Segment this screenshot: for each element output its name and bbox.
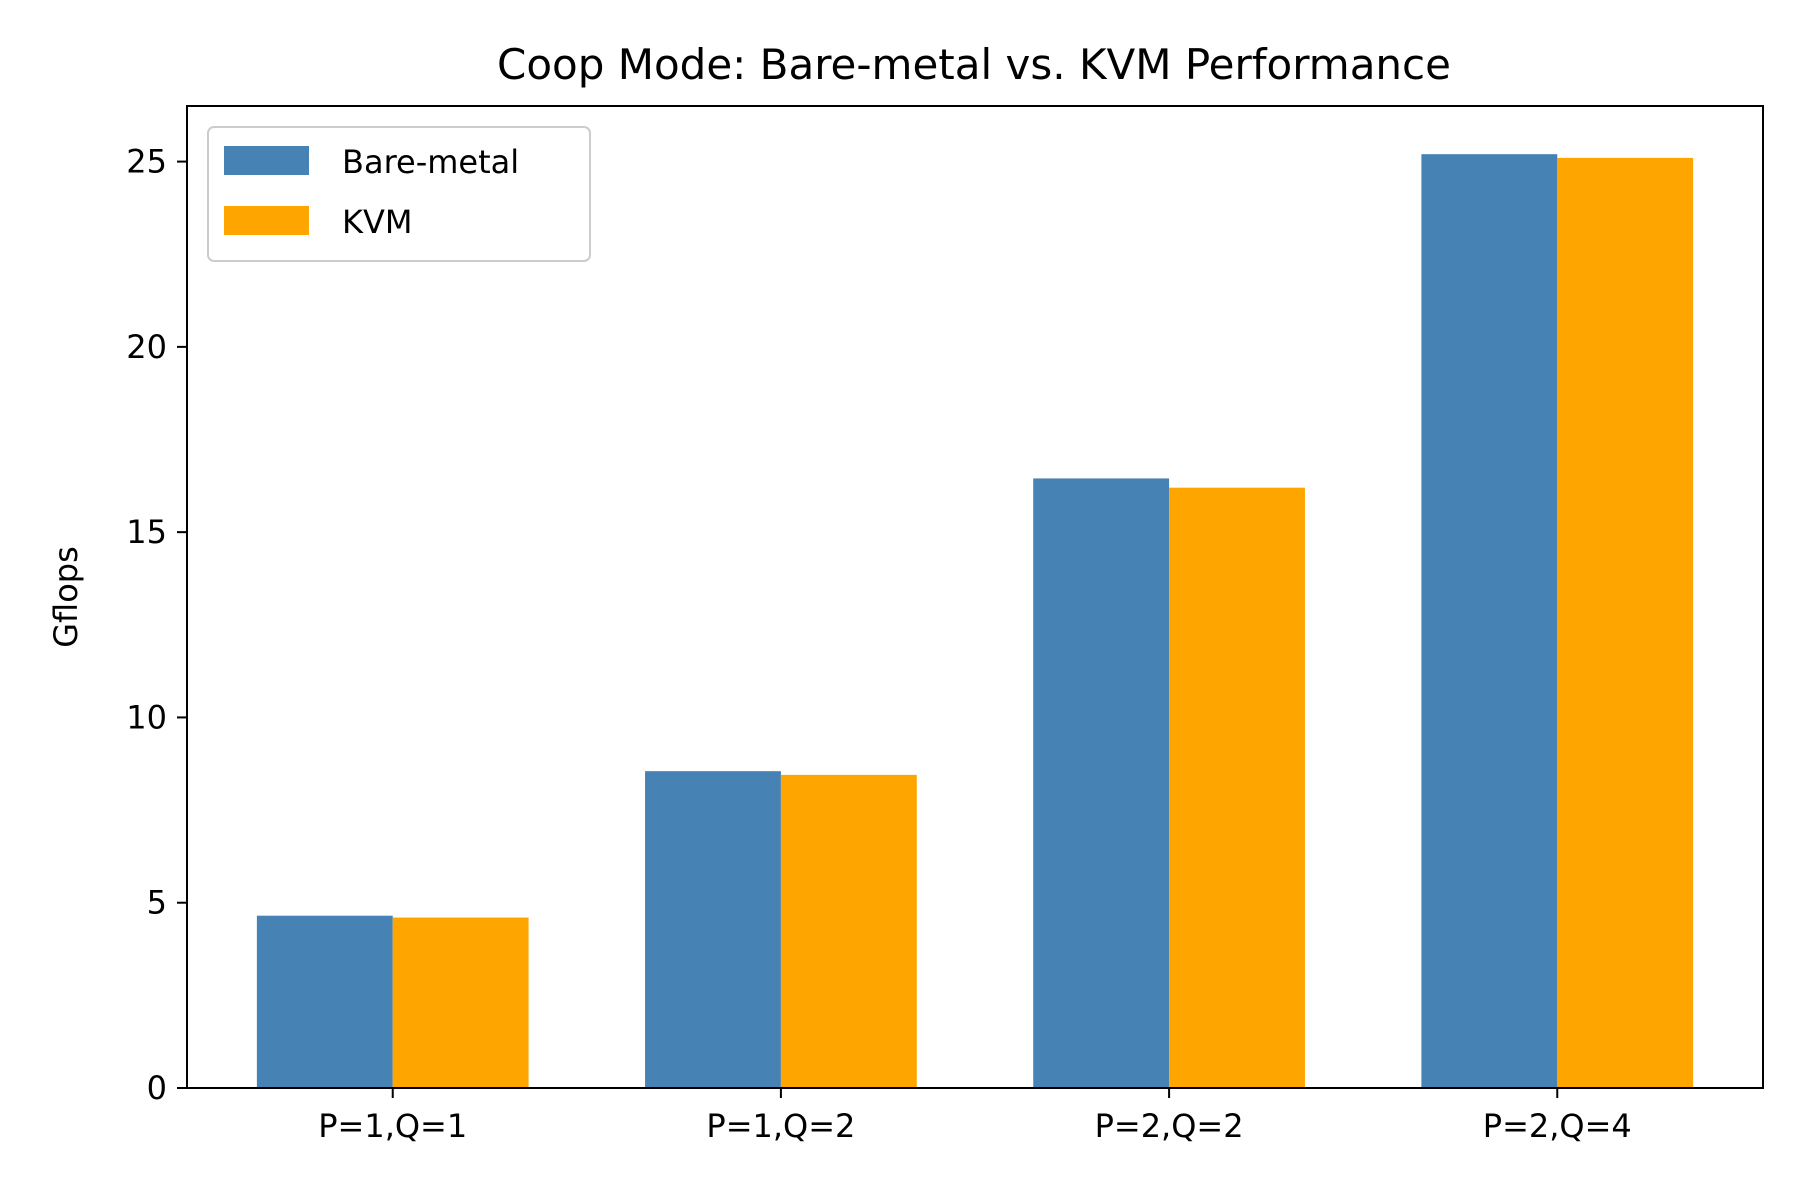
x-tick-label: P=2,Q=4 xyxy=(1483,1107,1632,1145)
bar-kvm-0 xyxy=(392,917,529,1088)
x-tick-label: P=1,Q=1 xyxy=(318,1107,467,1145)
chart-title: Coop Mode: Bare-metal vs. KVM Performanc… xyxy=(497,40,1451,89)
legend-label-kvm: KVM xyxy=(342,203,412,241)
y-tick-label: 10 xyxy=(126,698,167,736)
y-axis-label: Gflops xyxy=(47,546,85,648)
legend-label-bare-metal: Bare-metal xyxy=(342,143,519,181)
y-tick-label: 15 xyxy=(126,513,167,551)
y-tick-label: 20 xyxy=(126,328,167,366)
bar-bare-metal-2 xyxy=(1033,478,1170,1089)
legend: Bare-metal KVM xyxy=(207,126,591,262)
legend-swatch-kvm xyxy=(224,206,309,235)
bar-kvm-2 xyxy=(1169,487,1305,1089)
y-axis: 0 5 10 15 20 25 xyxy=(126,143,187,1107)
bars-group xyxy=(256,154,1694,1089)
y-tick-label: 5 xyxy=(147,884,167,922)
bar-kvm-1 xyxy=(780,774,917,1088)
y-tick-label: 25 xyxy=(126,143,167,181)
x-tick-label: P=2,Q=2 xyxy=(1095,1107,1244,1145)
bar-bare-metal-3 xyxy=(1421,154,1558,1088)
plot-area-frame xyxy=(186,105,1764,1089)
y-tick-label: 0 xyxy=(147,1069,167,1107)
x-tick-label: P=1,Q=2 xyxy=(706,1107,855,1145)
x-axis: P=1,Q=1 P=1,Q=2 P=2,Q=2 P=2,Q=4 xyxy=(318,1088,1632,1145)
bar-kvm-3 xyxy=(1557,157,1694,1088)
bar-bare-metal-0 xyxy=(256,915,393,1088)
bar-bare-metal-1 xyxy=(645,771,781,1088)
legend-swatch-bare-metal xyxy=(224,146,309,175)
